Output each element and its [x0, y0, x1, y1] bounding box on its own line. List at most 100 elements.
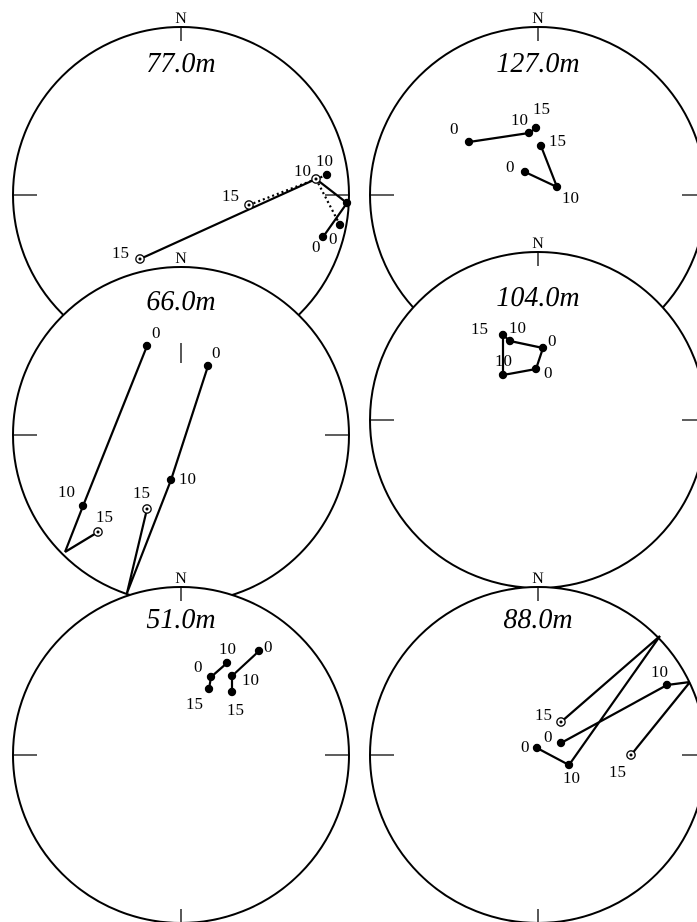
point-label: 10 — [495, 351, 512, 370]
point-label: 15 — [227, 700, 244, 719]
stereonet-66m: N 66.0m 0 10 15 0 10 15 — [12, 250, 350, 604]
point-label: 10 — [562, 188, 579, 207]
data-point-filled — [204, 684, 214, 694]
data-point-filled — [662, 680, 672, 690]
data-point-filled — [342, 198, 352, 208]
data-point-filled — [564, 760, 574, 770]
point-label: 15 — [609, 762, 626, 781]
path-segment — [315, 178, 348, 204]
data-point-filled — [536, 141, 546, 151]
point-label: 0 — [450, 119, 459, 138]
point-label: 0 — [544, 727, 553, 746]
point-label: 0 — [264, 637, 273, 656]
data-point-filled — [166, 475, 176, 485]
data-point-open-dot — [138, 257, 142, 261]
path-segment — [560, 684, 668, 744]
data-point-open-dot — [96, 530, 100, 534]
data-point-open-dot — [629, 753, 633, 757]
data-point-open-dot — [145, 507, 149, 511]
data-point-filled — [222, 658, 232, 668]
path-segment — [630, 681, 691, 756]
point-label: 10 — [563, 768, 580, 787]
data-point-filled — [552, 182, 562, 192]
data-point-filled — [318, 232, 328, 242]
path-segment — [509, 339, 544, 350]
data-point-open-dot — [314, 177, 318, 181]
point-label: 15 — [549, 131, 566, 150]
point-label: 0 — [212, 343, 221, 362]
path-segment — [63, 505, 85, 553]
point-label: 15 — [186, 694, 203, 713]
north-label: N — [175, 250, 187, 267]
point-label: 10 — [219, 639, 236, 658]
stereonet-51m: N 51.0m 0 10 15 0 10 15 — [12, 570, 350, 922]
path-segment — [536, 747, 570, 766]
path-segment-dotted — [248, 177, 317, 207]
data-point-filled — [531, 364, 541, 374]
stereonet-104m: N 104.0m 0 10 15 0 10 — [369, 235, 697, 589]
point-label: 10 — [509, 318, 526, 337]
net-circle — [369, 586, 697, 922]
path-segment — [81, 345, 149, 507]
depth-title: 77.0m — [146, 48, 215, 79]
point-label: 15 — [112, 243, 129, 262]
point-label: 15 — [535, 705, 552, 724]
data-point-filled — [335, 220, 345, 230]
point-label: 0 — [521, 737, 530, 756]
path-segment — [524, 171, 558, 188]
data-point-filled — [142, 341, 152, 351]
path-segment — [125, 479, 173, 594]
point-label: 10 — [294, 161, 311, 180]
path-segment — [125, 508, 149, 594]
net-circle — [12, 266, 350, 604]
path-segment — [169, 365, 210, 481]
point-label: 0 — [152, 323, 161, 342]
point-label: 15 — [222, 186, 239, 205]
data-point-filled — [322, 170, 332, 180]
depth-title: 51.0m — [146, 604, 215, 635]
net-circle — [12, 586, 350, 922]
stereonet-88m: N 88.0m 0 10 15 0 10 15 — [369, 570, 697, 922]
point-label: 0 — [544, 363, 553, 382]
point-label: 0 — [194, 657, 203, 676]
stereonet-77m: N 77.0m 0 10 15 0 10 15 — [12, 10, 352, 364]
depth-title: 127.0m — [496, 48, 579, 79]
point-label: 15 — [533, 99, 550, 118]
point-label: 10 — [651, 662, 668, 681]
point-label: 10 — [58, 482, 75, 501]
data-point-filled — [505, 336, 515, 346]
path-segment — [539, 145, 559, 188]
point-label: 15 — [471, 319, 488, 338]
depth-title: 66.0m — [146, 286, 215, 317]
north-label: N — [175, 570, 187, 587]
data-point-filled — [520, 167, 530, 177]
path-segment — [64, 531, 99, 553]
path-segment — [502, 367, 537, 377]
data-point-filled — [227, 687, 237, 697]
path-segment — [322, 202, 348, 238]
path-segment — [568, 635, 661, 766]
point-label: 15 — [96, 507, 113, 526]
path-segment — [560, 635, 661, 723]
point-label: 15 — [133, 483, 150, 502]
north-label: N — [175, 10, 187, 27]
north-label: N — [532, 235, 544, 252]
point-label: 10 — [179, 469, 196, 488]
point-label: 10 — [511, 110, 528, 129]
data-point-filled — [538, 343, 548, 353]
data-point-filled — [78, 501, 88, 511]
data-point-filled — [227, 671, 237, 681]
data-point-filled — [464, 137, 474, 147]
path-segment-dotted — [315, 178, 341, 226]
depth-title: 104.0m — [496, 282, 579, 313]
point-label: 0 — [329, 229, 338, 248]
data-point-filled — [531, 123, 541, 133]
path-segment — [231, 650, 260, 677]
point-label: 10 — [242, 670, 259, 689]
data-point-filled — [203, 361, 213, 371]
data-point-filled — [524, 128, 534, 138]
data-point-filled — [498, 330, 508, 340]
point-label: 0 — [312, 237, 321, 256]
data-point-filled — [254, 646, 264, 656]
